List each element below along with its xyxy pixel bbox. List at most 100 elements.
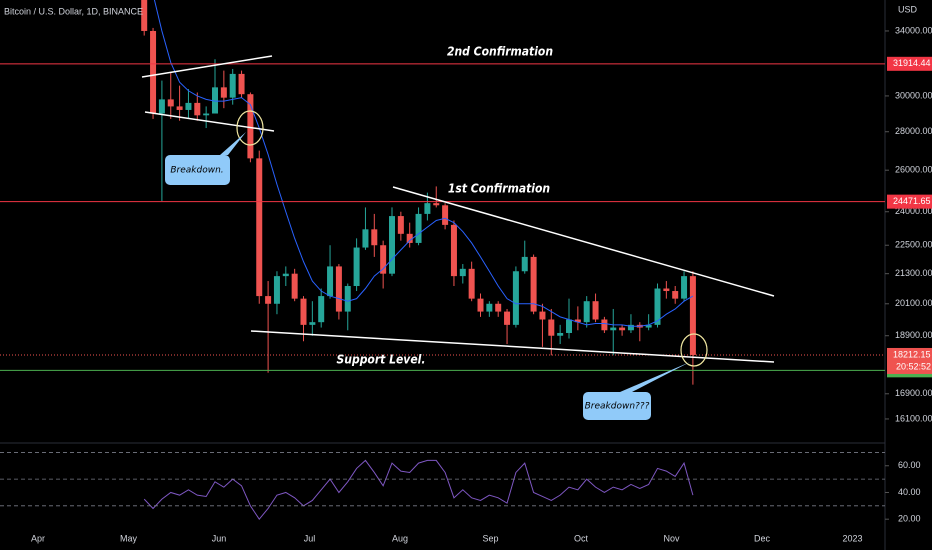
x-tick-label: Dec bbox=[754, 533, 771, 543]
candle-body bbox=[450, 224, 457, 277]
candle-body bbox=[627, 324, 634, 331]
price-tag bbox=[887, 347, 932, 374]
currency: USD bbox=[898, 4, 918, 14]
countdown: 20:52:52 bbox=[896, 361, 931, 371]
y-tick-label: 26000.00 bbox=[895, 165, 932, 175]
candle-body bbox=[380, 245, 387, 274]
candle-body bbox=[167, 99, 174, 107]
candle-body bbox=[406, 233, 413, 243]
y-tick-label: 16900.00 bbox=[895, 388, 932, 398]
candle-body bbox=[672, 291, 679, 299]
annotation: 1st Confirmation bbox=[448, 182, 551, 196]
circle bbox=[236, 110, 264, 146]
candle-body bbox=[265, 296, 272, 304]
candle-body bbox=[141, 0, 148, 31]
candle-body bbox=[477, 298, 484, 312]
candle-body bbox=[309, 322, 316, 325]
moving-average bbox=[153, 0, 694, 327]
candle-body bbox=[459, 268, 466, 277]
candle-body bbox=[530, 256, 537, 312]
candle-body bbox=[256, 158, 263, 297]
candle-body bbox=[601, 319, 608, 331]
candle-body bbox=[371, 229, 378, 246]
candle-body bbox=[689, 276, 696, 355]
rsi-tick-label: 40.00 bbox=[898, 487, 921, 497]
x-tick-label: May bbox=[120, 533, 138, 543]
candle-body bbox=[229, 73, 236, 98]
price-label: 18212.15 bbox=[893, 349, 931, 359]
y-tick-label: 34000.00 bbox=[895, 25, 932, 35]
candle-body bbox=[654, 288, 661, 325]
candle-body bbox=[194, 102, 201, 116]
candle-body bbox=[212, 87, 218, 114]
candle-body bbox=[318, 296, 325, 323]
candle-body bbox=[203, 113, 210, 116]
y-tick-label: 30000.00 bbox=[895, 90, 932, 100]
x-tick-label: Jul bbox=[304, 533, 316, 543]
x-tick-label: Jun bbox=[212, 533, 227, 543]
candle-body bbox=[442, 205, 449, 225]
candle-body bbox=[539, 311, 546, 320]
candle-body bbox=[362, 229, 369, 248]
candle-body bbox=[486, 303, 493, 312]
candle-body bbox=[521, 256, 528, 272]
candle-body bbox=[557, 332, 564, 336]
candle-body bbox=[389, 216, 395, 274]
annotation: Breakdown??? bbox=[585, 402, 650, 412]
chart-title: Bitcoin / U.S. Dollar, 1D, BINANCE bbox=[4, 6, 143, 16]
y-tick-label: 21300.00 bbox=[895, 268, 932, 278]
candle-body bbox=[504, 311, 511, 325]
x-tick-label: Sep bbox=[482, 533, 498, 543]
candle-body bbox=[344, 286, 351, 312]
trend-line bbox=[392, 186, 775, 297]
candle-body bbox=[592, 301, 599, 320]
candle-body bbox=[158, 99, 165, 114]
candle-body bbox=[468, 268, 475, 299]
candle-body bbox=[681, 276, 688, 299]
y-tick-label: 20100.00 bbox=[895, 298, 932, 308]
candle-body bbox=[353, 247, 360, 287]
rsi-pane bbox=[143, 459, 694, 521]
candle-body bbox=[150, 30, 157, 114]
annotation: Support Level. bbox=[337, 353, 426, 367]
candle-body bbox=[645, 324, 652, 328]
y-tick-label: 24000.00 bbox=[895, 206, 932, 216]
y-tick-label: 28000.00 bbox=[895, 126, 932, 136]
level-tag bbox=[887, 194, 932, 209]
x-tick-label: 2023 bbox=[842, 533, 862, 543]
candle-body bbox=[583, 301, 590, 323]
level-label: 24471.65 bbox=[893, 196, 931, 206]
callout bbox=[165, 132, 246, 185]
annotation: Breakdown. bbox=[170, 166, 223, 176]
y-tick-label: 22500.00 bbox=[895, 240, 932, 250]
candle-body bbox=[335, 266, 342, 312]
candle-body bbox=[619, 327, 626, 331]
level-tag bbox=[887, 56, 932, 71]
candle-body bbox=[300, 298, 307, 325]
level-label: 31914.44 bbox=[893, 58, 931, 68]
x-tick-label: Nov bbox=[663, 533, 680, 543]
candle-body bbox=[548, 319, 555, 336]
drawings: 2nd Confirmation 1st Confirmation Suppor… bbox=[141, 45, 775, 420]
annotation: 2nd Confirmation bbox=[447, 45, 553, 59]
candle-body bbox=[610, 327, 617, 331]
trend-line bbox=[141, 55, 273, 78]
candle-body bbox=[238, 73, 245, 95]
x-tick-label: Aug bbox=[392, 533, 408, 543]
candle-body bbox=[247, 94, 254, 159]
circle bbox=[680, 333, 708, 367]
candle-body bbox=[176, 106, 183, 110]
callout bbox=[583, 362, 690, 420]
y-tick-label: 18900.00 bbox=[895, 330, 932, 340]
candle-body bbox=[512, 271, 519, 325]
candle-body bbox=[433, 203, 440, 206]
candle-body bbox=[397, 216, 404, 234]
x-tick-label: Apr bbox=[31, 533, 45, 543]
candle-body bbox=[282, 273, 289, 277]
rsi-tick-label: 20.00 bbox=[898, 514, 921, 524]
y-tick-label: 16100.00 bbox=[895, 413, 932, 423]
price-pane bbox=[141, 0, 696, 385]
candle-body bbox=[415, 213, 422, 243]
